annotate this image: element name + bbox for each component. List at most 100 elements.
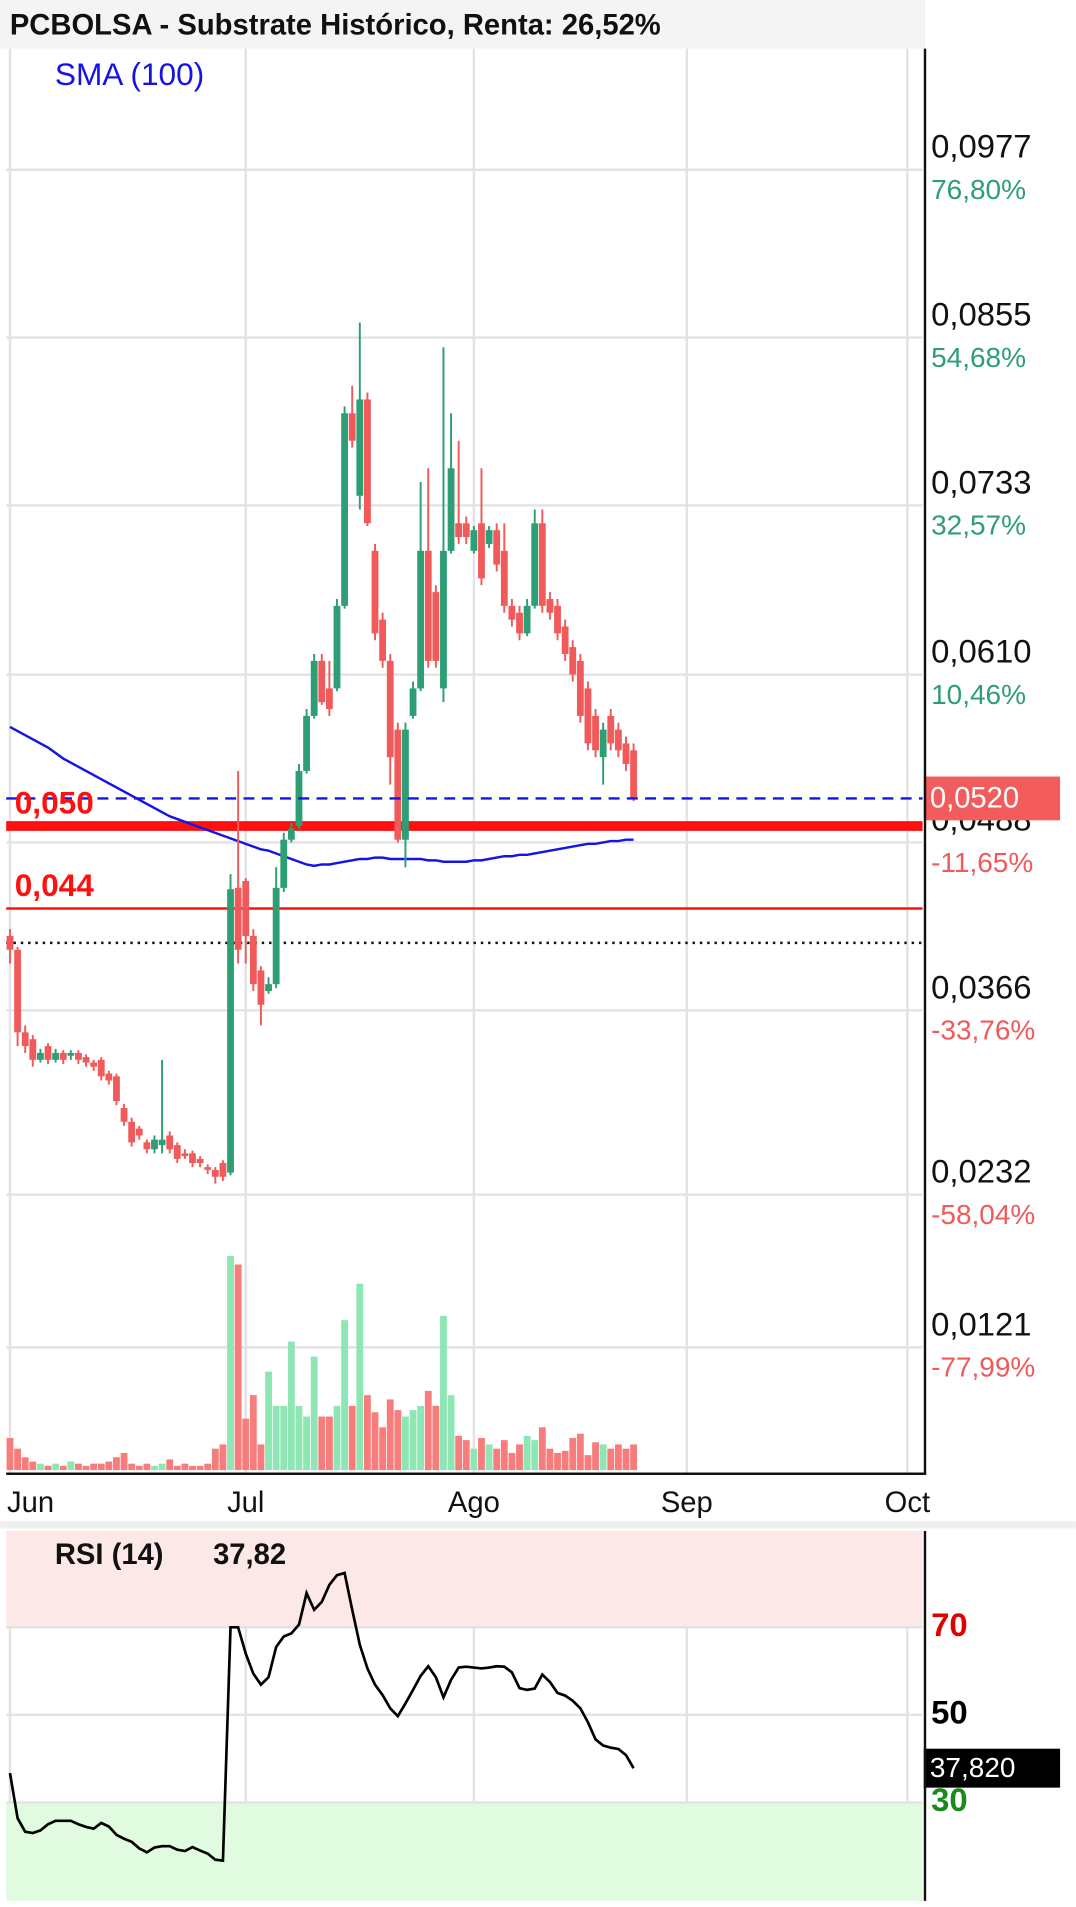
x-tick-label: Jun	[7, 1487, 54, 1519]
volume-bar	[211, 1448, 219, 1471]
candle-body	[59, 1052, 67, 1060]
y-tick-percent: -77,99%	[931, 1352, 1035, 1383]
y-tick-label: 70	[931, 1606, 968, 1643]
candle-body	[402, 729, 409, 840]
y-tick-percent: -33,76%	[931, 1015, 1035, 1046]
candle-body	[242, 880, 250, 937]
volume-bar	[52, 1463, 60, 1471]
rsi-band	[6, 1802, 923, 1901]
volume-bar	[158, 1463, 166, 1471]
candle-body	[614, 729, 622, 751]
candle-body	[44, 1046, 52, 1060]
volume-bar	[516, 1444, 523, 1471]
candle-body	[379, 619, 387, 661]
candle-body	[348, 413, 356, 441]
rsi-line	[8, 1571, 635, 1863]
volume-bar	[569, 1437, 577, 1471]
volume-bar	[44, 1465, 52, 1471]
volume-bar	[135, 1465, 143, 1471]
y-tick-percent: 54,68%	[931, 342, 1026, 373]
volume-bar	[265, 1371, 272, 1471]
volume-bar	[295, 1405, 303, 1471]
volume-bar	[257, 1444, 265, 1471]
volume-bar	[523, 1435, 531, 1471]
candle-body	[493, 530, 501, 565]
candle-body	[219, 1163, 227, 1177]
x-tick-label: Oct	[885, 1487, 930, 1519]
volume-bar	[371, 1412, 379, 1471]
volume-bar	[143, 1463, 151, 1471]
volume-bar	[386, 1399, 394, 1471]
volume-bar	[196, 1465, 204, 1471]
y-tick-label: 0,0232	[931, 1153, 1031, 1190]
candle-body	[158, 1139, 166, 1146]
volume-bar	[447, 1395, 455, 1471]
candle-body	[432, 592, 440, 661]
candle-body	[508, 605, 516, 620]
candle-body	[227, 889, 234, 1173]
level-label: 0,050	[15, 785, 94, 821]
candle-body	[234, 887, 242, 950]
y-tick-label: 0,0366	[931, 968, 1031, 1005]
candle-body	[462, 523, 470, 538]
candle-body	[36, 1052, 44, 1060]
volume-bar	[379, 1427, 387, 1471]
candle-body	[386, 660, 394, 758]
volume-bar	[303, 1416, 310, 1471]
candle-body	[105, 1073, 113, 1081]
volume-bar	[90, 1463, 98, 1471]
last-price-tag	[923, 776, 1061, 821]
volume-bar	[341, 1320, 349, 1471]
volume-bar	[500, 1440, 508, 1471]
x-tick-label: Jul	[227, 1487, 264, 1519]
volume-bar	[234, 1264, 242, 1471]
candle-body	[364, 399, 371, 524]
x-axis-band	[0, 1474, 1076, 1529]
candle-body	[485, 530, 493, 544]
y-tick-label: 0,0855	[931, 296, 1031, 333]
candle-body	[143, 1142, 151, 1150]
volume-bar	[561, 1450, 569, 1471]
volume-bar	[333, 1405, 341, 1471]
candle-body	[333, 605, 341, 689]
candle-body	[424, 550, 432, 661]
candle-body	[280, 839, 288, 888]
volume-bar	[166, 1459, 174, 1471]
candle-body	[29, 1039, 37, 1060]
volume-bar	[402, 1416, 409, 1471]
candle-body	[516, 612, 523, 634]
candle-body	[356, 399, 364, 496]
candle-body	[630, 750, 637, 799]
marks-layer	[6, 322, 923, 1863]
y-tick-percent: 32,57%	[931, 510, 1026, 541]
volume-bar	[478, 1437, 485, 1471]
candle-body	[599, 729, 607, 758]
volume-bar	[325, 1416, 333, 1471]
candle-body	[90, 1062, 98, 1067]
volume-bar	[424, 1390, 432, 1471]
candle-body	[75, 1052, 82, 1060]
candle-body	[500, 550, 508, 606]
candle-body	[67, 1052, 75, 1056]
volume-bar	[249, 1395, 257, 1471]
volume-bar	[287, 1341, 295, 1471]
grid-layer	[6, 48, 923, 1901]
candle-body	[151, 1139, 158, 1150]
candle-body	[523, 605, 531, 634]
candle-body	[569, 647, 577, 675]
last-price-label: 0,0520	[930, 782, 1019, 814]
candle-body	[166, 1135, 174, 1150]
candle-body	[52, 1052, 60, 1060]
y-tick-percent: -11,65%	[931, 847, 1033, 878]
candle-body	[181, 1153, 189, 1157]
volume-bar	[348, 1405, 356, 1471]
candle-body	[128, 1121, 136, 1143]
candle-body	[6, 936, 14, 950]
candle-body	[341, 413, 349, 606]
volume-bar	[364, 1395, 371, 1471]
candle-body	[265, 984, 272, 992]
candle-body	[21, 1032, 29, 1047]
volume-bar	[204, 1463, 212, 1471]
x-tick-label: Sep	[661, 1487, 713, 1519]
